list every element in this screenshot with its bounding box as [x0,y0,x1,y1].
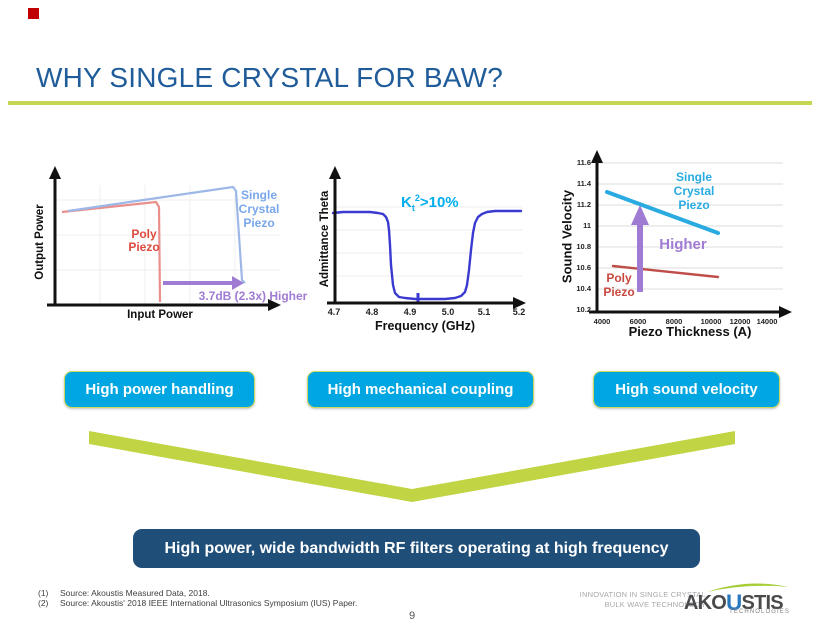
curve-marker [416,293,420,302]
freq-tick: 5.0 [441,307,455,317]
power-xlabel: Input Power [127,309,193,321]
single-crystal-label: Single Crystal Piezo [238,188,280,230]
thickness-tick: 6000 [629,317,647,326]
y-axis-arrow-icon [591,150,603,163]
thickness-tick: 4000 [593,317,611,326]
velocity-xlabel: Piezo Thickness (A) [628,324,752,339]
logo-wordmark: AKOUSTIS [684,589,784,615]
poly-piezo-series [61,200,162,303]
freq-tick: 5.1 [477,307,491,317]
page-number: 9 [408,610,416,622]
higher-annotation: Higher [659,236,707,253]
kt-annotation: Kt2>10% [401,193,459,213]
coupling-chart-canvas [327,166,526,309]
logo-ako: AKO [684,592,727,614]
velocity-ytick: 11.6 [576,158,591,167]
velocity-ytick: 10.4 [576,284,591,293]
chevron-shape [89,431,735,502]
higher-arrow-head-icon [631,205,649,225]
freq-tick: 4.9 [403,307,417,317]
freq-tick: 4.7 [327,307,341,317]
poly-piezo-label: Poly Piezo [603,271,635,299]
gain-arrow-head-icon [232,276,244,290]
logo-u: U [726,590,742,615]
footnote-row: (1) Source: Akoustis Measured Data, 2018. [38,588,210,598]
red-accent-square [28,8,39,19]
logo-swoosh-icon [707,583,789,592]
velocity-ytick: 11.2 [576,200,591,209]
freq-tick: 5.2 [512,307,526,317]
admittance-curve [331,209,523,301]
coupling-ylabel: Admittance Theta [319,190,331,288]
footnote-text: Source: Akoustis Measured Data, 2018. [60,588,210,598]
power-ylabel: Output Power [34,204,46,280]
y-axis-arrow-icon [329,166,341,179]
summary-banner: High power, wide bandwidth RF filters op… [133,529,700,568]
kt-sup: 2 [414,193,420,203]
single-crystal-series [67,185,246,284]
footnote-number: (2) [38,598,49,608]
callout-high-power-handling: High power handling [64,371,255,408]
x-axis-arrow-icon [779,306,792,318]
footer-tagline: INNOVATION IN SINGLE CRYSTAL BULK WAVE T… [536,590,706,610]
thickness-tick: 12000 [729,317,751,326]
footnote-row: (2) Source: Akoustis' 2018 IEEE Internati… [38,598,357,608]
footnote-text: Source: Akoustis' 2018 IEEE Internationa… [60,598,358,608]
freq-tick: 4.8 [365,307,379,317]
page-title: WHY SINGLE CRYSTAL FOR BAW? [36,62,503,93]
velocity-ytick: 11 [583,221,591,230]
tagline-line2: BULK WAVE TECHNOLOGY [604,600,706,609]
coupling-xlabel: Frequency (GHz) [374,319,475,333]
gain-annotation: 3.7dB (2.3x) Higher [198,289,308,303]
logo-technologies: TECHNOLOGIES [729,609,790,615]
x-axis-arrow-icon [513,297,526,309]
power-gridlines [55,185,280,305]
logo-stis: STIS [741,592,784,614]
poly-velocity-line [611,264,720,279]
callout-high-mechanical-coupling: High mechanical coupling [307,371,534,408]
velocity-ytick: 10.8 [576,242,591,251]
velocity-ytick: 10.6 [576,263,591,272]
kt-rest: >10% [419,194,459,211]
velocity-ylabel: Sound Velocity [559,189,575,284]
velocity-ytick: 10.2 [576,305,591,314]
coupling-gridlines [335,206,522,277]
company-logo: AKOUSTIS TECHNOLOGIES [684,581,794,617]
thickness-tick: 8000 [665,317,683,326]
power-chart-canvas [47,166,281,311]
single-crystal-label: Single Crystal Piezo [673,170,715,212]
thickness-tick: 10000 [700,317,722,326]
title-underline [8,101,812,105]
kt-sub: t [411,203,415,213]
y-axis-arrow-icon [49,166,61,179]
kt-base: K [401,194,412,211]
velocity-ytick: 11.4 [576,179,591,188]
x-axis-arrow-icon [268,299,281,311]
single-crystal-velocity-line [605,190,720,235]
tagline-line1: INNOVATION IN SINGLE CRYSTAL [579,590,706,599]
callout-high-sound-velocity: High sound velocity [593,371,780,408]
footnote-number: (1) [38,588,49,598]
velocity-chart-canvas [589,150,792,318]
poly-piezo-label: Poly Piezo [128,227,160,254]
thickness-tick: 14000 [756,317,778,326]
